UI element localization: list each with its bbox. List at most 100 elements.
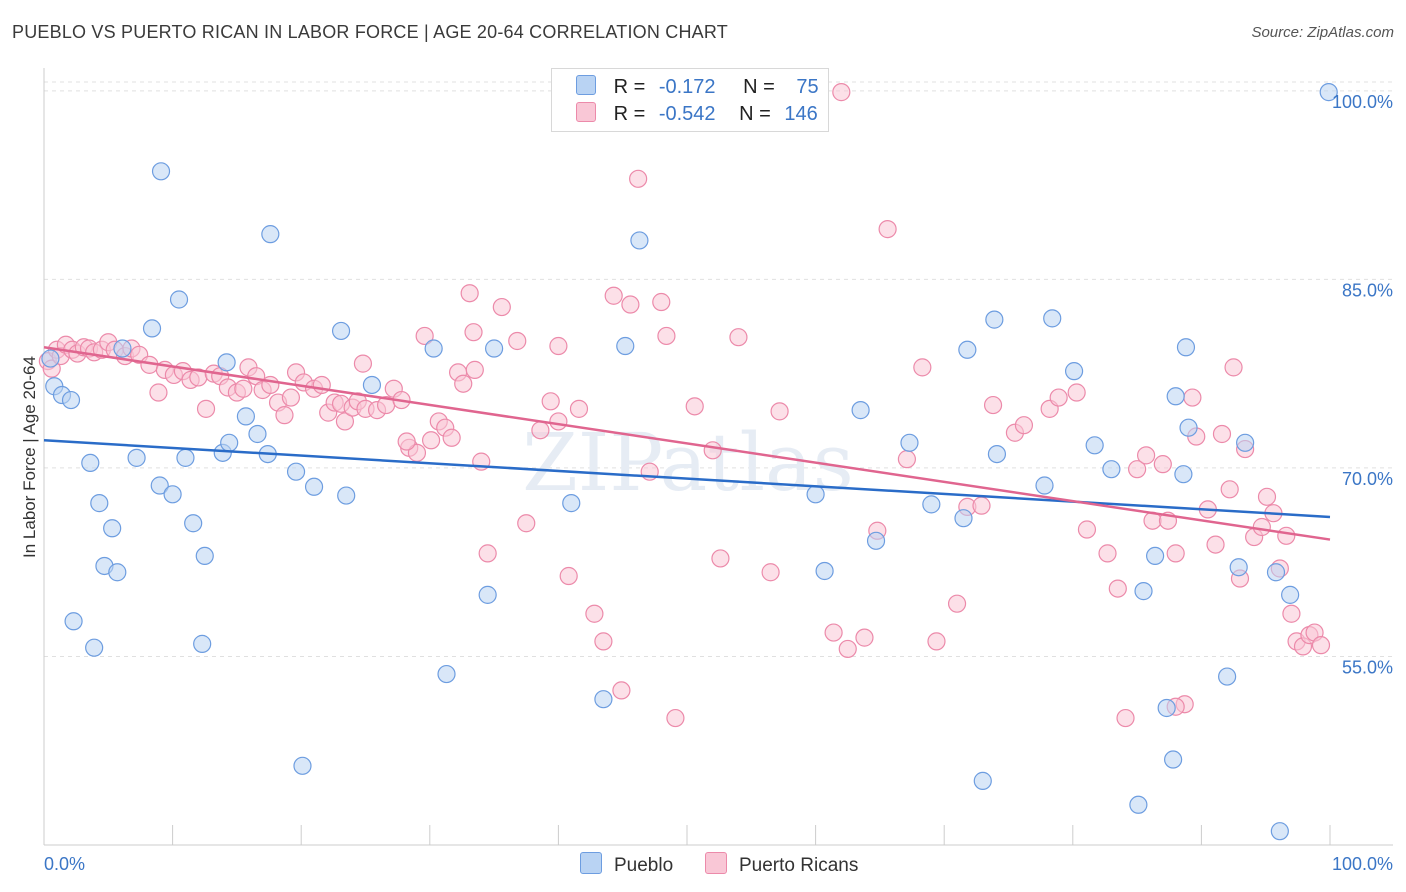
- pueblo-point: [217, 353, 236, 372]
- puerto-ricans-series: [38, 83, 1331, 728]
- puerto-ricans-point: [1277, 526, 1296, 545]
- pueblo-point: [85, 638, 104, 657]
- pueblo-point: [478, 585, 497, 604]
- y-tick-label: 85.0%: [1342, 280, 1393, 300]
- pueblo-point: [293, 756, 312, 775]
- legend-label: Pueblo: [614, 855, 674, 876]
- pueblo-point: [1281, 585, 1300, 604]
- pueblo-point: [1035, 476, 1054, 495]
- chart-title: PUEBLO VS PUERTO RICAN IN LABOR FORCE | …: [12, 22, 728, 42]
- pueblo-point: [331, 321, 351, 341]
- puerto-ricans-point: [711, 549, 730, 568]
- n-value: 146: [784, 103, 818, 125]
- pueblo-point: [1085, 436, 1104, 455]
- puerto-ricans-point: [1116, 708, 1135, 728]
- y-axis-label: In Labor Force | Age 20-64: [20, 356, 39, 558]
- puerto-ricans-point: [761, 563, 780, 582]
- puerto-ricans-point: [1049, 388, 1068, 407]
- puerto-ricans-point: [415, 326, 434, 346]
- puerto-ricans-point: [824, 623, 843, 642]
- pueblo-point: [815, 561, 834, 581]
- pueblo-point: [806, 485, 825, 504]
- puerto-ricans-point: [549, 336, 568, 356]
- puerto-ricans-point: [559, 566, 578, 586]
- puerto-ricans-point: [149, 383, 168, 402]
- pueblo-point: [900, 433, 919, 452]
- legend-row-puerto-ricans: R = -0.542 N = 146: [576, 102, 818, 128]
- pueblo-point: [562, 494, 581, 513]
- pueblo-point: [304, 477, 324, 496]
- puerto-ricans-point: [1282, 604, 1301, 623]
- pueblo-point: [973, 771, 992, 790]
- puerto-ricans-point: [234, 379, 253, 398]
- puerto-ricans-point: [983, 395, 1003, 415]
- puerto-ricans-point: [652, 292, 671, 312]
- pueblo-trend-line: [43, 439, 1331, 519]
- puerto-ricans-point: [770, 402, 789, 421]
- puerto-ricans-swatch: [576, 102, 596, 122]
- pueblo-point: [236, 407, 256, 426]
- puerto-ricans-point: [838, 639, 857, 659]
- puerto-ricans-point: [281, 388, 301, 407]
- puerto-ricans-point: [549, 412, 568, 431]
- puerto-ricans-point: [478, 544, 497, 563]
- n-label: N =: [743, 76, 775, 98]
- puerto-ricans-point: [531, 421, 550, 440]
- puerto-ricans-point: [275, 406, 294, 425]
- puerto-ricans-point: [1257, 487, 1277, 506]
- pueblo-point: [1179, 418, 1198, 437]
- puerto-ricans-point: [913, 358, 932, 377]
- pueblo-swatch: [580, 852, 602, 874]
- r-label: R =: [613, 76, 646, 98]
- r-label: R =: [613, 103, 646, 125]
- x-tick-label-max: 100.0%: [1332, 854, 1393, 874]
- pueblo-swatch: [576, 75, 596, 95]
- pueblo-point: [958, 340, 977, 359]
- pueblo-point: [248, 424, 267, 444]
- pueblo-point: [1166, 387, 1185, 406]
- pueblo-point: [195, 546, 214, 566]
- pueblo-point: [1043, 309, 1062, 328]
- puerto-ricans-point: [1127, 460, 1147, 479]
- puerto-ricans-point: [1014, 416, 1034, 435]
- puerto-ricans-point: [541, 392, 560, 411]
- pueblo-point: [1266, 563, 1286, 582]
- y-tick-label: 55.0%: [1342, 657, 1393, 677]
- trend-lines: [43, 346, 1331, 541]
- pueblo-point: [220, 433, 239, 452]
- pueblo-point: [437, 664, 456, 684]
- puerto-ricans-point: [492, 297, 511, 317]
- pueblo-point: [163, 485, 182, 504]
- puerto-ricans-point: [604, 286, 623, 305]
- stats-legend: R = -0.172 N = 75 R = -0.542 N = 146: [551, 68, 829, 132]
- pueblo-point: [113, 339, 132, 358]
- x-tick-label-min: 0.0%: [44, 854, 85, 874]
- pueblo-point: [108, 563, 127, 582]
- puerto-ricans-point: [629, 169, 648, 188]
- puerto-ricans-point: [878, 220, 897, 239]
- pueblo-point: [64, 612, 83, 631]
- puerto-ricans-point: [335, 412, 355, 431]
- puerto-ricans-point: [621, 295, 640, 314]
- puerto-ricans-point: [353, 354, 373, 373]
- pueblo-point: [1102, 460, 1121, 479]
- pueblo-point: [424, 339, 443, 358]
- puerto-ricans-point: [729, 328, 748, 347]
- legend-label: Puerto Ricans: [739, 855, 859, 876]
- pueblo-point: [922, 495, 941, 514]
- pueblo-point: [169, 290, 189, 309]
- r-value: -0.542: [658, 103, 716, 125]
- puerto-ricans-point: [972, 496, 991, 515]
- puerto-ricans-point: [454, 374, 473, 393]
- pueblo-point: [150, 476, 169, 495]
- pueblo-series: [41, 83, 1338, 841]
- puerto-ricans-point: [1183, 388, 1202, 407]
- puerto-ricans-point: [685, 397, 704, 416]
- pueblo-point: [81, 453, 100, 472]
- r-value: -0.172: [658, 76, 716, 98]
- puerto-ricans-point: [1098, 544, 1117, 563]
- pueblo-point: [1236, 433, 1255, 452]
- n-value: 75: [796, 76, 819, 98]
- pueblo-point: [41, 349, 60, 368]
- puerto-ricans-point: [1166, 544, 1185, 563]
